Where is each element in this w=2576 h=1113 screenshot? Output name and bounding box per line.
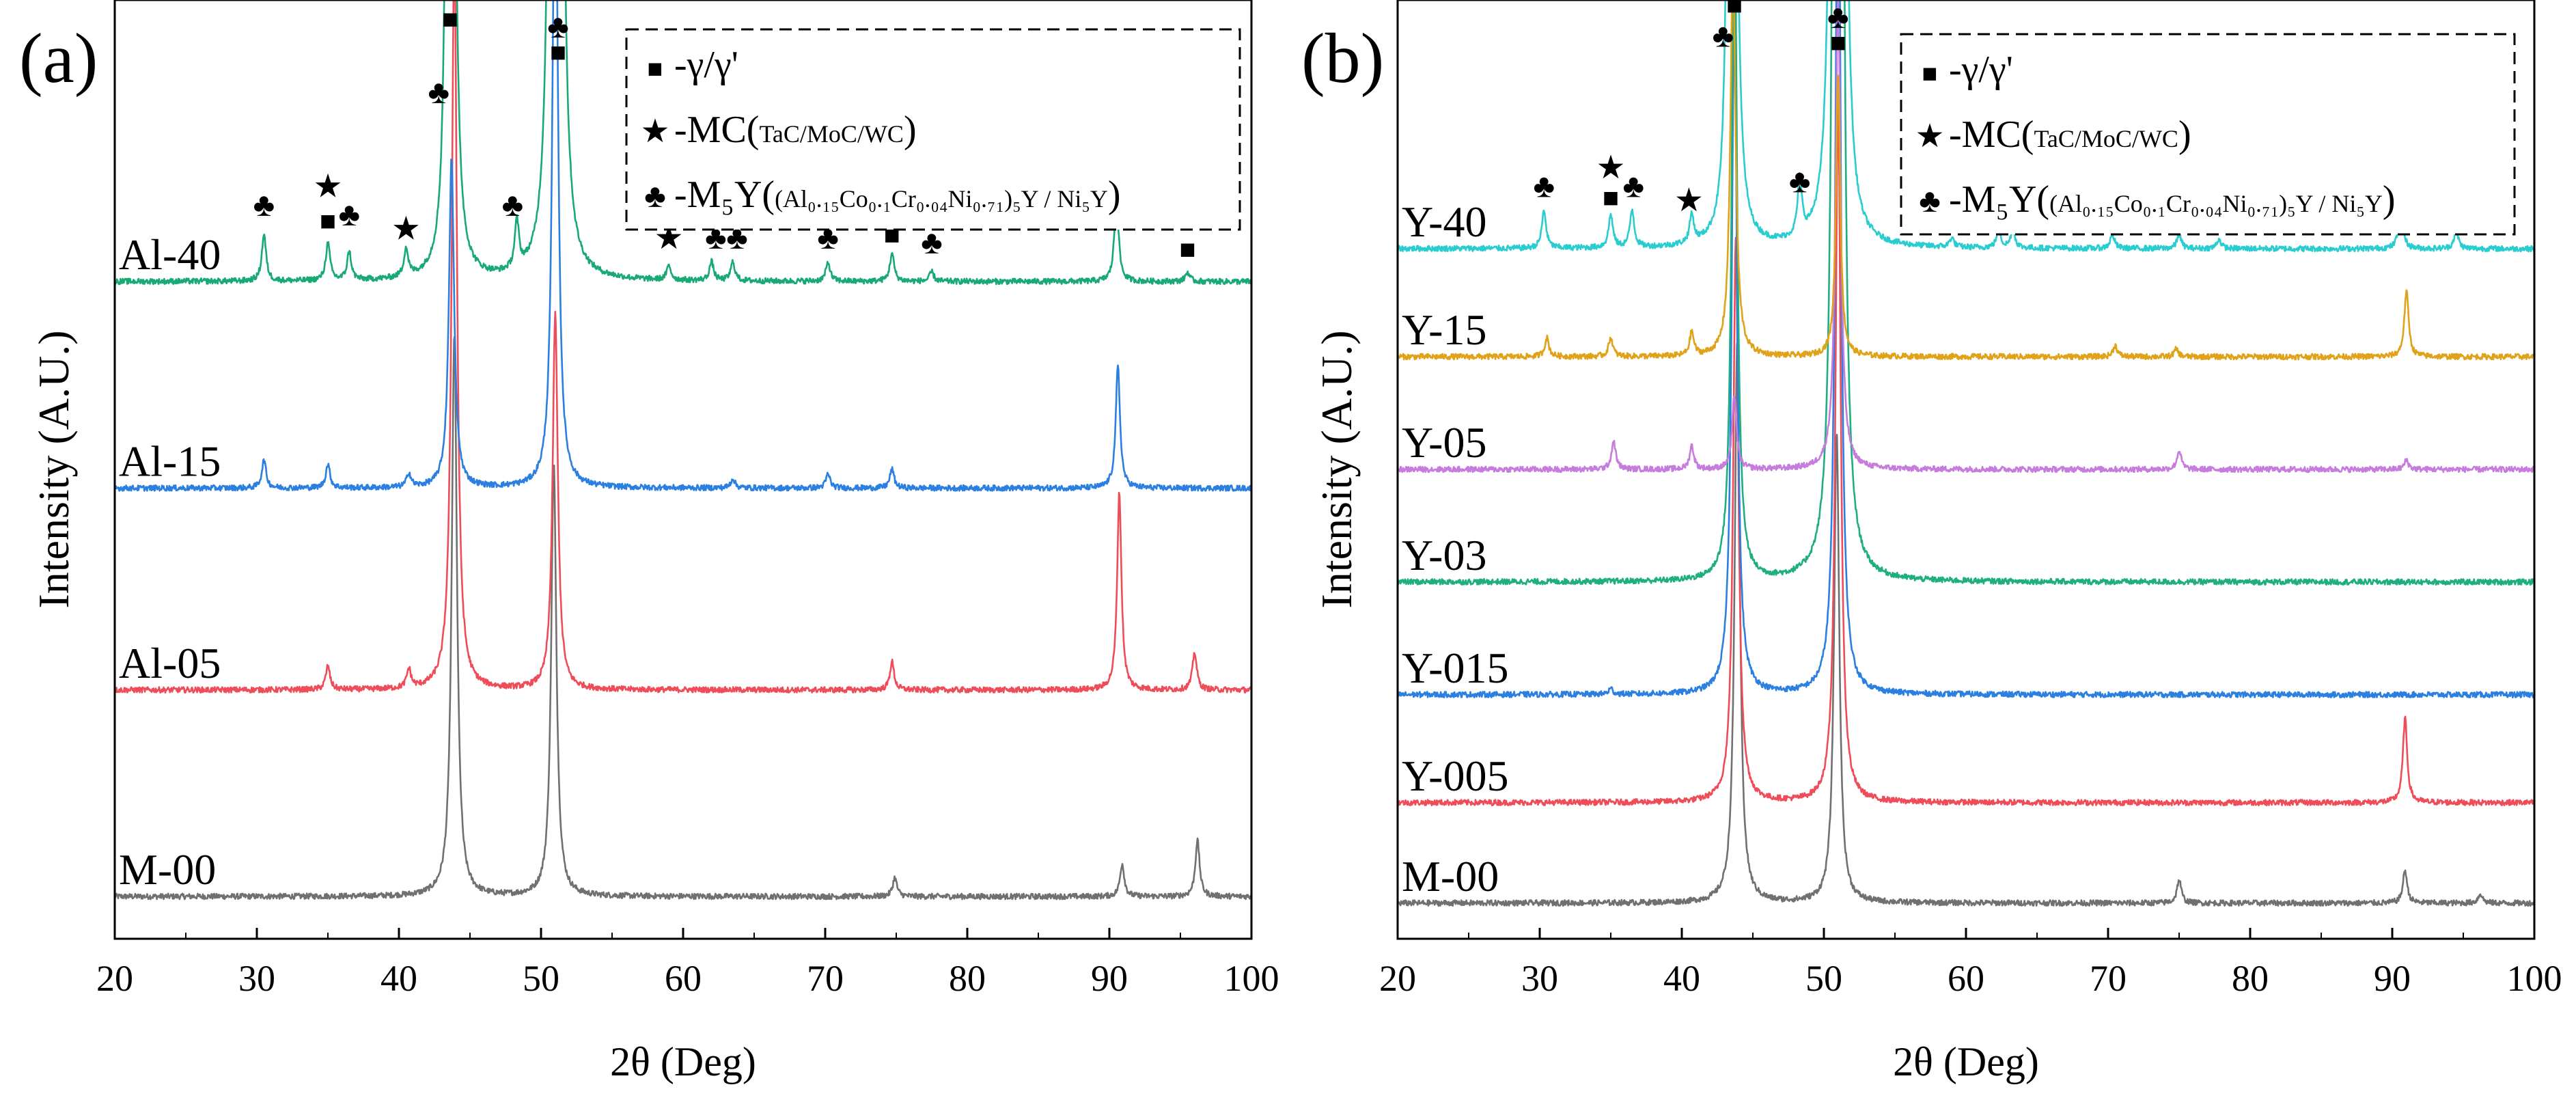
phase-marker: ■ (1603, 182, 1619, 212)
series-line-y-03 (1398, 0, 2534, 586)
legend-symbol: ♣ (1919, 183, 1941, 219)
phase-marker: ♣ (338, 197, 360, 233)
phase-marker: ★ (313, 169, 342, 205)
series-label-y-015: Y-015 (1402, 644, 1508, 692)
x-tick-label: 60 (1948, 958, 1984, 999)
legend-symbol: ♣ (644, 178, 666, 215)
x-tick-label: 70 (807, 958, 844, 999)
phase-marker: ■ (1179, 234, 1195, 264)
x-tick-label: 60 (665, 958, 702, 999)
x-tick-label: 80 (2232, 958, 2269, 999)
series-label-al-40: Al-40 (119, 230, 221, 279)
phase-marker: ♣ (1533, 169, 1555, 205)
panel-a: Al-40Al-15Al-05M-00♣★■♣★♣■♣♣■★♣♣♣■♣■■203… (19, 0, 1279, 1084)
phase-marker: ■ (550, 36, 566, 67)
phase-marker: ★ (1674, 182, 1704, 219)
legend-entry: -MC(TaC/MoC/WC) (1949, 113, 2191, 156)
series-label-m-00: M-00 (119, 845, 216, 894)
x-tick-label: 40 (380, 958, 417, 999)
series-label-y-005: Y-005 (1402, 752, 1508, 800)
x-tick-label: 100 (1224, 958, 1279, 999)
phase-marker: ■ (1726, 0, 1743, 20)
x-axis-title: 2θ (Deg) (1893, 1039, 2039, 1084)
legend: ■ -γ/γ'★ -MC(TaC/MoC/WC)♣ -M₅Y((Al₀.₁₅Co₀.₁… (1900, 33, 2516, 236)
y-axis-title: Intensity (A.U.) (29, 330, 78, 608)
series-line-al-15 (115, 0, 1251, 492)
legend-symbol: ■ (1922, 59, 1938, 88)
x-tick-label: 50 (1805, 958, 1842, 999)
phase-marker: ♣ (502, 187, 524, 223)
panel-label: (a) (19, 19, 98, 98)
x-tick-label: 80 (949, 958, 986, 999)
legend-symbol: ★ (640, 113, 669, 150)
series-line-y-40 (1398, 0, 2534, 253)
x-tick-label: 90 (2374, 958, 2411, 999)
traces (115, 0, 1251, 901)
phase-marker: ★ (1596, 150, 1625, 186)
traces (1398, 0, 2534, 907)
legend-entry: -MC(TaC/MoC/WC) (674, 109, 917, 151)
phase-marker: ■ (320, 206, 336, 236)
legend-entry: -γ/γ' (674, 44, 738, 86)
panel-label: (b) (1301, 19, 1384, 98)
x-axis-title: 2θ (Deg) (610, 1039, 756, 1084)
series-line-y-05 (1398, 0, 2534, 473)
legend: ■ -γ/γ'★ -MC(TaC/MoC/WC)♣ -M₅Y((Al₀.₁₅Co₀.₁… (625, 28, 1241, 231)
series-label-y-05: Y-05 (1402, 418, 1486, 467)
x-tick-label: 30 (238, 958, 275, 999)
phase-marker: ♣ (1827, 0, 1849, 36)
series-line-m-00 (115, 335, 1251, 901)
phase-marker: ★ (391, 210, 421, 247)
phase-marker: ■ (1830, 27, 1846, 58)
phase-marker: ♣ (1789, 164, 1811, 200)
x-tick-label: 20 (1379, 958, 1416, 999)
y-axis-title: Intensity (A.U.) (1312, 330, 1361, 608)
series-label-m-00: M-00 (1402, 852, 1499, 901)
x-tick-label: 40 (1663, 958, 1700, 999)
phase-marker: ■ (442, 3, 458, 34)
legend-symbol: ■ (648, 55, 663, 83)
legend-entry: -γ/γ' (1949, 49, 2013, 91)
series-label-y-40: Y-40 (1402, 197, 1486, 246)
x-tick-label: 100 (2507, 958, 2562, 999)
series-line-y-015 (1398, 0, 2534, 699)
legend-box (1900, 33, 2516, 236)
x-tick-label: 30 (1521, 958, 1558, 999)
x-tick-label: 70 (2090, 958, 2127, 999)
phase-marker: ♣ (1623, 169, 1645, 205)
x-tick-label: 90 (1091, 958, 1128, 999)
series-line-al-40 (115, 0, 1251, 286)
series-label-y-03: Y-03 (1402, 531, 1486, 579)
series-line-al-05 (115, 0, 1251, 694)
series-label-al-15: Al-15 (119, 437, 221, 485)
series-line-m-00 (1398, 340, 2534, 907)
phase-marker: ♣ (1713, 18, 1734, 55)
phase-marker: ♣ (921, 225, 943, 261)
series-label-y-15: Y-15 (1402, 305, 1486, 354)
legend-symbol: ★ (1915, 118, 1944, 154)
series-line-y-15 (1398, 0, 2534, 361)
x-tick-label: 20 (96, 958, 133, 999)
series-label-al-05: Al-05 (119, 639, 221, 687)
x-tick-label: 50 (523, 958, 559, 999)
legend-entry: -M₅Y((Al₀.₁₅Co₀.₁Cr₀.₀₄Ni₀.₇₁)₅Y / Ni₅Y) (1949, 178, 2396, 221)
legend-entry: -M₅Y((Al₀.₁₅Co₀.₁Cr₀.₀₄Ni₀.₇₁)₅Y / Ni₅Y) (674, 174, 1121, 216)
series-line-y-005 (1398, 98, 2534, 807)
phase-marker: ♣ (428, 74, 449, 111)
phase-marker: ♣ (547, 9, 569, 45)
legend-box (625, 28, 1241, 231)
phase-marker: ♣ (253, 187, 275, 223)
